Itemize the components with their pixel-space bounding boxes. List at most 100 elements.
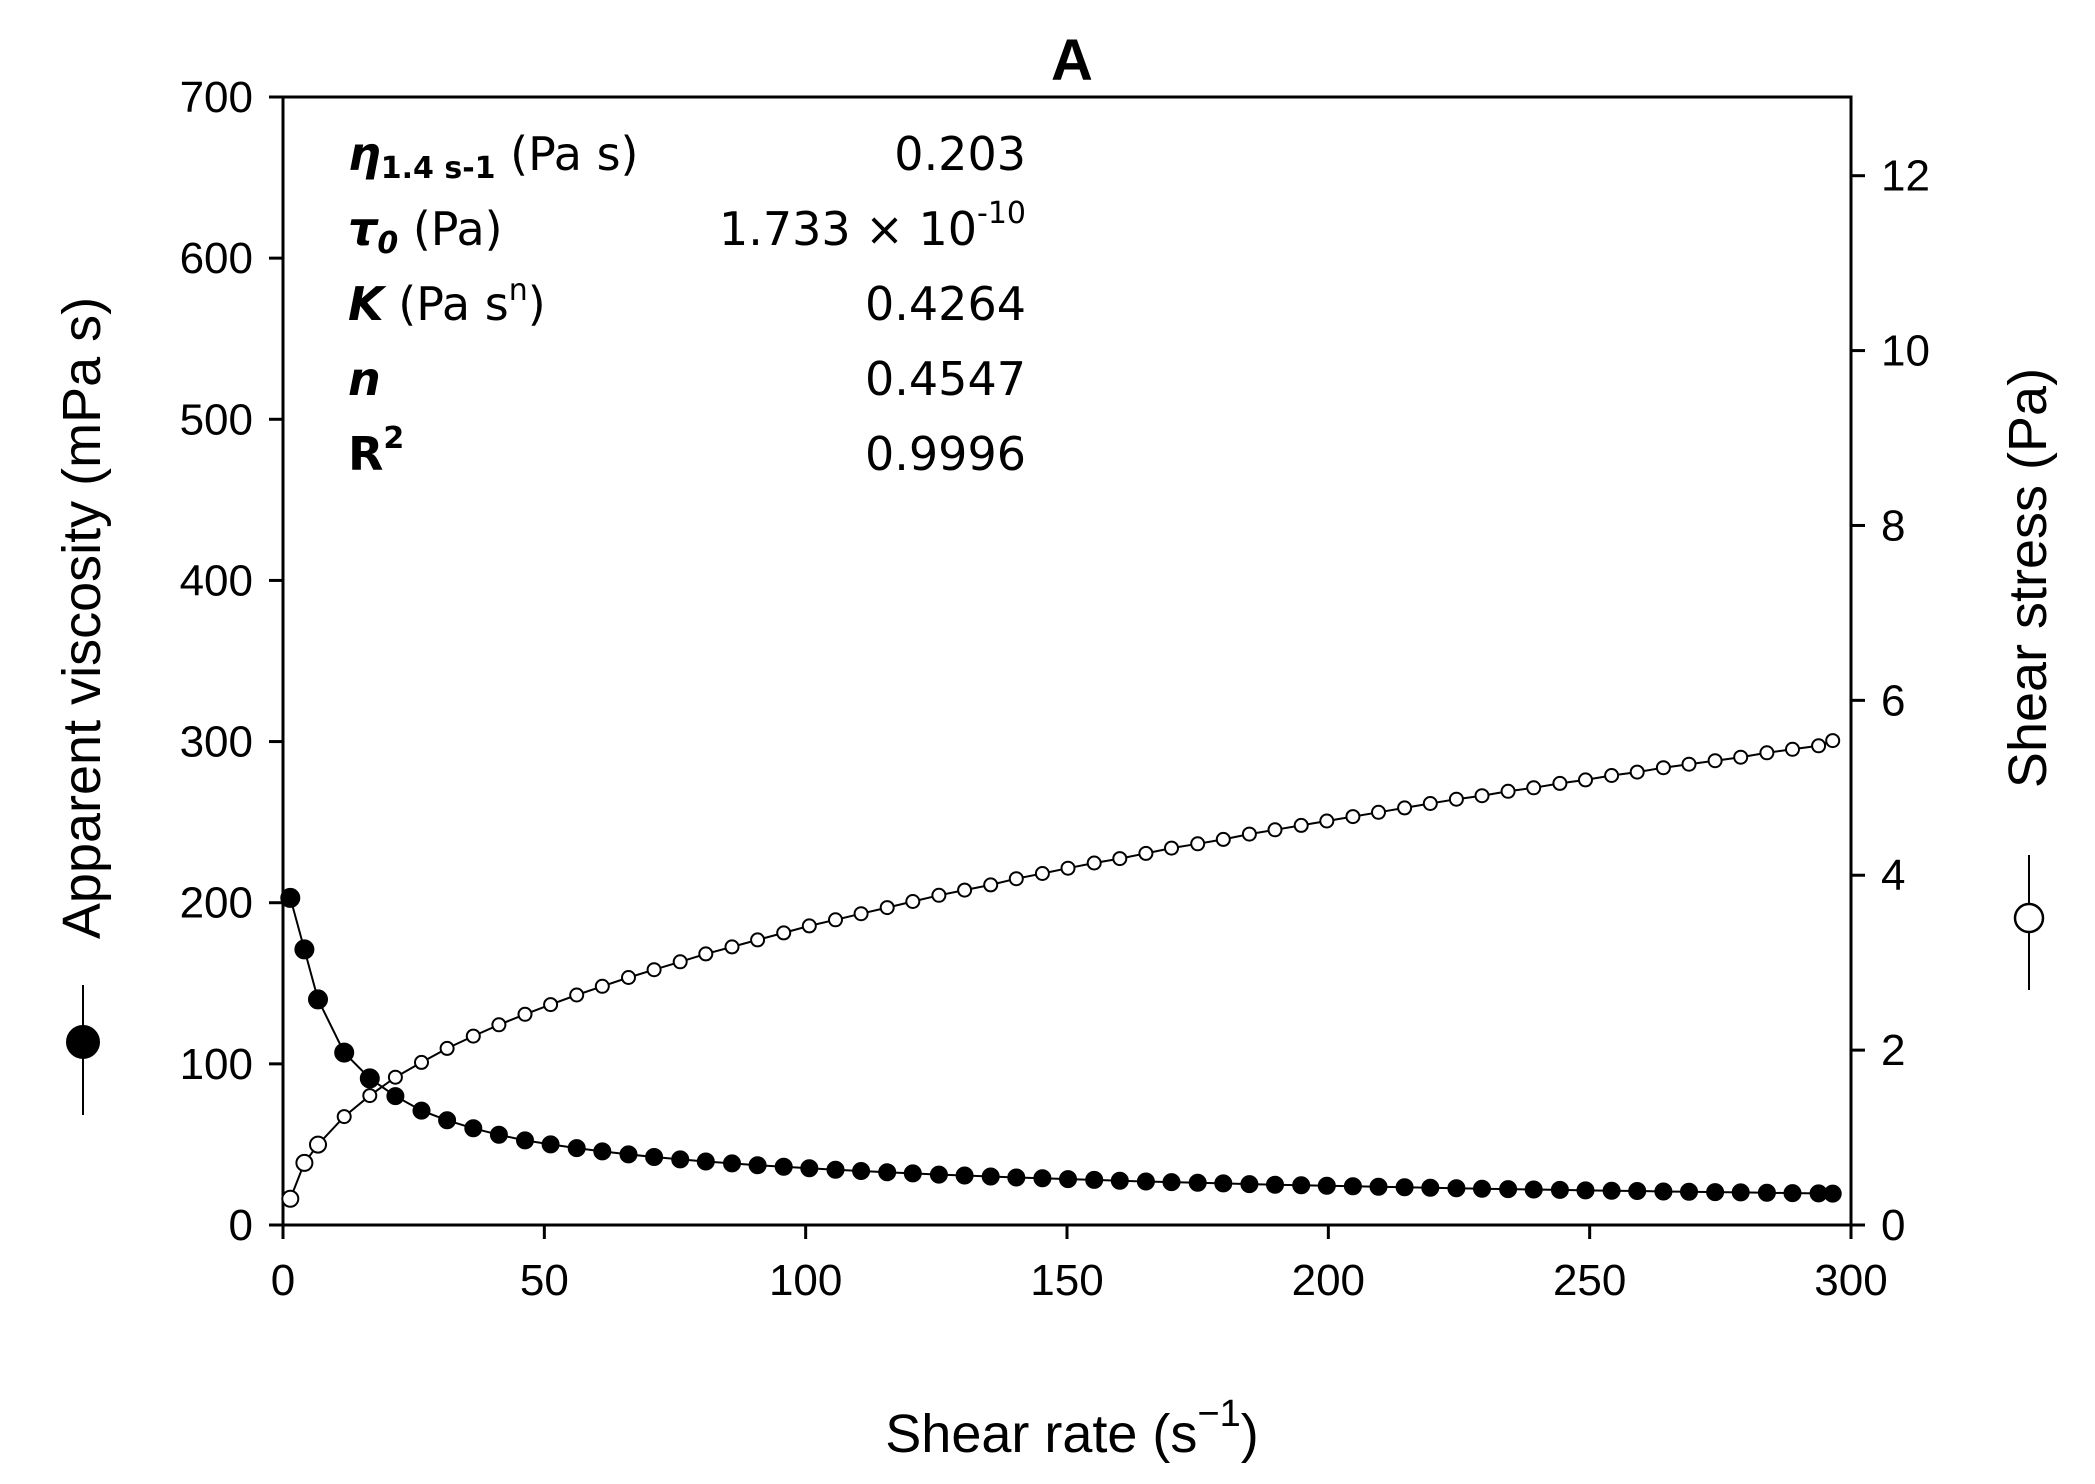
shear-stress-point — [439, 1040, 455, 1056]
left-tick-label: 700 — [180, 73, 253, 122]
viscosity-point — [1421, 1178, 1440, 1197]
shear-stress-point — [1164, 840, 1179, 856]
param-eta-symbol: η — [348, 127, 381, 181]
shear-stress-series — [281, 733, 1841, 1208]
left-tick-label: 0 — [229, 1201, 253, 1250]
viscosity-point — [1343, 1177, 1362, 1196]
viscosity-point — [412, 1101, 431, 1120]
param-tau-value-exp: -10 — [977, 196, 1026, 231]
shear-stress-point — [295, 1153, 314, 1172]
param-k-unit-sup: n — [509, 273, 528, 308]
shear-stress-point — [1681, 756, 1697, 772]
shear-stress-point — [362, 1088, 378, 1104]
viscosity-point — [1602, 1181, 1621, 1200]
viscosity-point — [438, 1111, 457, 1130]
shear-stress-point — [1500, 783, 1516, 799]
param-k-symbol: K — [348, 277, 387, 331]
shear-stress-point — [1397, 800, 1413, 816]
right-axis-title: Shear stress (Pa) — [1998, 368, 2058, 788]
right-legend-marker — [2013, 902, 2045, 934]
viscosity-point — [593, 1142, 612, 1161]
viscosity-point — [308, 989, 328, 1010]
param-tau-unit: (Pa) — [398, 202, 502, 256]
param-eta-value: 0.203 — [894, 127, 1026, 181]
shear-stress-point — [1785, 741, 1800, 757]
viscosity-point — [645, 1148, 664, 1166]
x-axis-title-sup: −1 — [1197, 1393, 1240, 1435]
shear-stress-point — [336, 1109, 352, 1125]
x-tick-label: 150 — [1030, 1256, 1103, 1305]
right-tick-label: 2 — [1881, 1026, 1905, 1075]
shear-stress-point — [1733, 749, 1749, 765]
shear-stress-point — [491, 1017, 507, 1033]
shear-stress-point — [1552, 775, 1568, 791]
viscosity-point — [1292, 1176, 1311, 1195]
right-tick-label: 12 — [1881, 152, 1930, 201]
viscosity-point — [1395, 1178, 1414, 1197]
viscosity-point — [1369, 1177, 1388, 1196]
viscosity-point — [671, 1150, 690, 1169]
left-tick-label: 400 — [180, 556, 253, 605]
shear-stress-point — [621, 970, 636, 985]
shear-stress-point — [387, 1069, 403, 1085]
shear-stress-point — [931, 887, 947, 903]
shear-stress-point — [1825, 733, 1841, 749]
x-axis-title-close: ) — [1241, 1404, 1259, 1464]
shear-stress-point — [1138, 845, 1154, 861]
param-tau-symbol: τ — [348, 202, 379, 256]
shear-stress-point — [1008, 871, 1024, 887]
viscosity-point — [1757, 1183, 1776, 1202]
viscosity-point — [1524, 1180, 1543, 1199]
viscosity-line — [289, 897, 1833, 1195]
viscosity-point — [1162, 1173, 1181, 1192]
shear-stress-point — [1707, 753, 1723, 769]
right-tick-label: 0 — [1881, 1201, 1905, 1250]
shear-stress-point — [698, 946, 714, 962]
viscosity-point — [723, 1154, 741, 1173]
shear-stress-point — [1190, 836, 1206, 852]
shear-stress-point — [309, 1135, 327, 1154]
param-k-unit: (Pa s — [384, 277, 509, 331]
viscosity-point — [1266, 1175, 1284, 1194]
shear-stress-point — [1371, 804, 1386, 820]
viscosity-point — [1499, 1180, 1518, 1199]
left-legend-marker — [66, 1025, 100, 1059]
viscosity-point — [1059, 1170, 1077, 1189]
viscosity-point — [1110, 1171, 1129, 1190]
viscosity-point — [359, 1068, 380, 1089]
left-axis-title: Apparent viscosity (mPa s) — [52, 297, 112, 939]
viscosity-point — [903, 1164, 922, 1183]
right-tick-label: 6 — [1881, 676, 1905, 725]
left-tick-label: 600 — [180, 234, 253, 283]
param-eta-unit: (Pa s) — [496, 127, 639, 181]
param-tau-label: τ0 (Pa) — [348, 202, 503, 261]
viscosity-point — [1317, 1176, 1336, 1195]
shear-stress-line — [289, 739, 1834, 1200]
right-tick-label: 10 — [1881, 327, 1930, 376]
shear-stress-point — [1345, 809, 1361, 825]
shear-stress-point — [1578, 772, 1593, 788]
viscosity-point — [280, 887, 301, 908]
viscosity-point — [852, 1162, 871, 1180]
left-tick-label: 300 — [180, 718, 253, 767]
shear-stress-point — [1474, 788, 1490, 804]
shear-stress-point — [1629, 764, 1645, 780]
viscosity-point — [619, 1145, 638, 1164]
viscosity-point — [516, 1131, 534, 1150]
shear-stress-point — [1112, 851, 1128, 867]
shear-stress-point — [1319, 813, 1335, 829]
chart-title: A — [1051, 28, 1093, 93]
param-tau-value-base: 1.733 × 10 — [719, 202, 977, 256]
shear-stress-point — [1060, 860, 1076, 876]
param-r2-value: 0.9996 — [865, 427, 1026, 481]
param-tau-subscript: 0 — [377, 226, 398, 261]
viscosity-point — [1628, 1182, 1647, 1200]
viscosity-point — [826, 1160, 845, 1179]
param-r2-symbol: R — [348, 427, 383, 481]
shear-stress-point — [594, 978, 610, 994]
x-tick-label: 0 — [271, 1256, 295, 1305]
x-tick-label: 100 — [769, 1256, 842, 1305]
left-tick-label: 200 — [180, 879, 253, 928]
viscosity-point — [1823, 1184, 1842, 1203]
viscosity-point — [1654, 1182, 1673, 1201]
